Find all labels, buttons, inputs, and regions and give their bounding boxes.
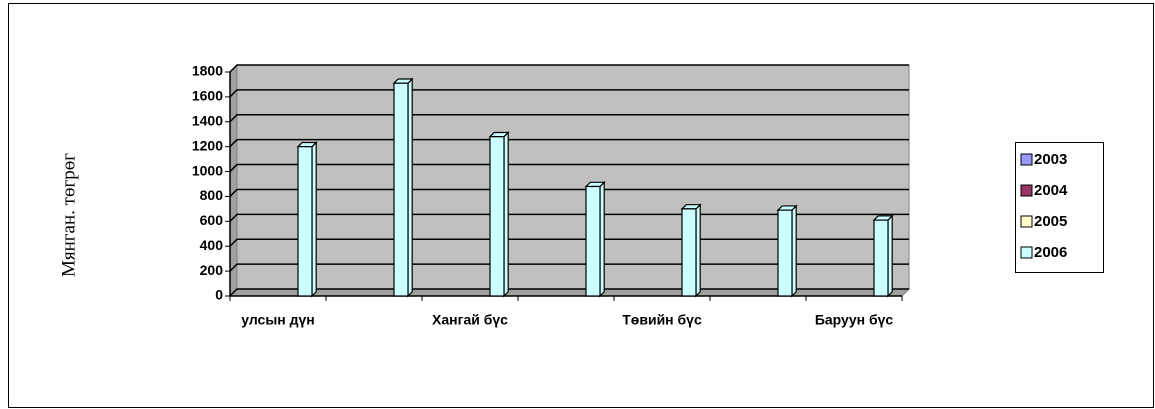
bar-top [872,215,894,221]
bar-side [791,204,797,298]
plot-back-wall [236,64,910,290]
bar-top [776,205,798,211]
y-tick-label: 200 [200,262,224,278]
bar [297,146,313,297]
grid-line [229,114,909,123]
grid-line [229,89,909,98]
grid-line [229,163,909,173]
plot-side-wall [229,63,238,298]
bar [681,208,697,297]
y-tick-label: 1000 [192,162,223,178]
bar-side [599,180,605,298]
bar [489,136,505,297]
bar [873,219,889,297]
y-tick-label: 600 [200,212,224,228]
grid-line [229,64,909,73]
bar [393,82,409,297]
bar [585,185,601,297]
bar-top [584,181,606,188]
y-tick-label: 1400 [192,112,223,128]
bar [777,209,793,297]
x-tick-label: Төвийн бүс [622,312,702,328]
x-tick-label: Хангай бүс [432,312,508,328]
legend-label: 2006 [1034,244,1067,261]
y-tick-label: 0 [215,287,223,303]
bar-side [407,77,413,298]
plot-floor [228,288,911,297]
bar-top [680,204,702,210]
x-tick-label: Баруун бүс [815,312,894,328]
bar-side [311,141,317,298]
y-tick-label: 400 [200,237,224,253]
bar-top [296,141,318,148]
legend-swatch [1020,215,1033,228]
y-tick-label: 1800 [192,63,223,79]
bar-side [503,131,509,298]
y-axis-label: Мянган. төгрөг [58,153,79,277]
legend-swatch [1020,153,1033,166]
grid-line [229,188,909,197]
bar-side [695,203,701,298]
bar-side [887,214,893,298]
bar-top [392,78,414,84]
legend-label: 2004 [1034,182,1068,199]
grid-line [229,138,909,148]
y-tick-label: 800 [200,187,224,203]
bar-top [488,131,510,138]
legend-label: 2003 [1034,151,1067,168]
x-tick-label: улсын дүн [241,312,315,328]
legend-label: 2005 [1034,213,1067,230]
legend-swatch [1020,184,1033,197]
y-tick-label: 1600 [192,88,223,104]
legend-swatch [1020,246,1033,259]
y-tick-label: 1200 [192,137,223,153]
